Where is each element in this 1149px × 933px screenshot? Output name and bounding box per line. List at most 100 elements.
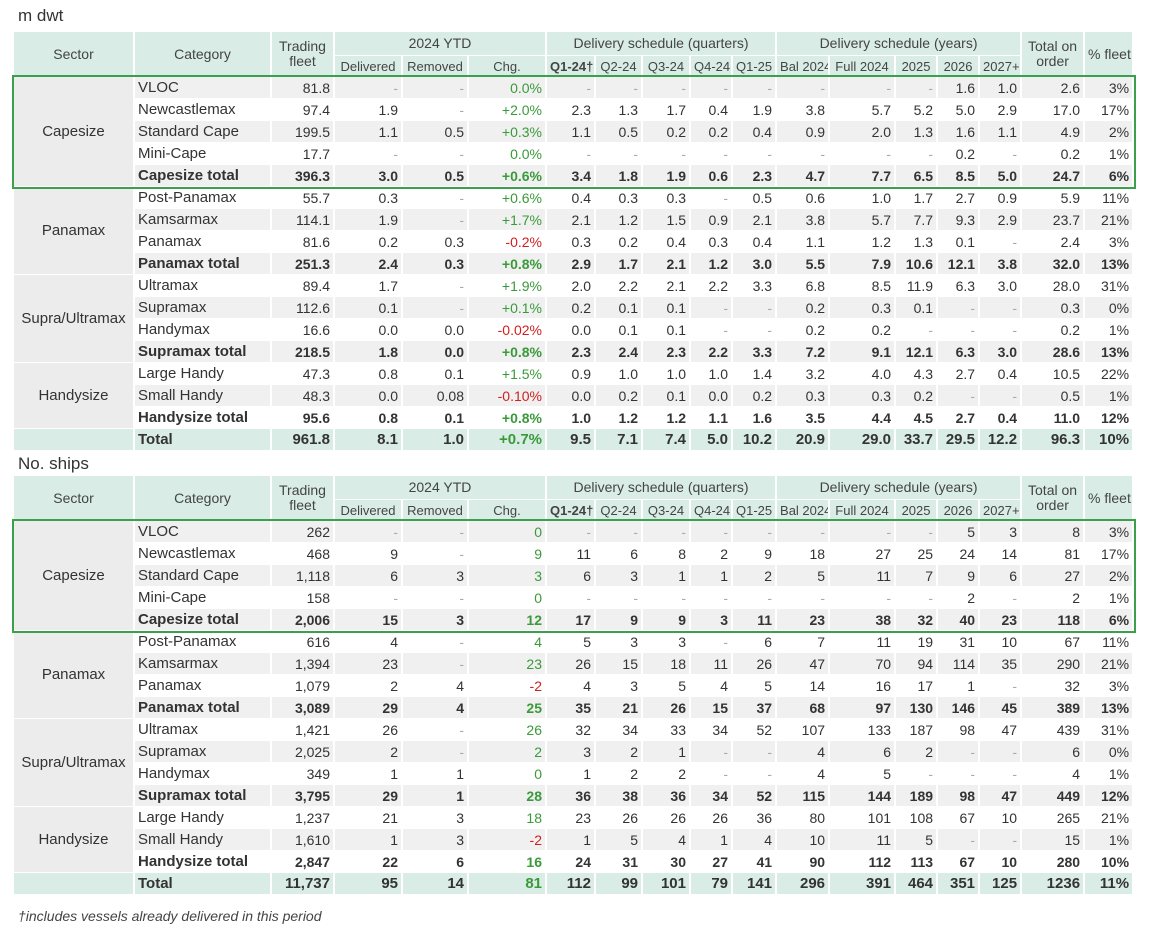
value-cell: - <box>547 143 596 165</box>
value-cell: 1 <box>403 785 469 807</box>
value-cell: 115 <box>777 785 831 807</box>
table-row: Kamsarmax 1,394 23-23 26 15 18 11 26 47 70 94 114 35… <box>14 653 1135 675</box>
value-cell: 9 <box>733 543 778 565</box>
value-cell: 0.2 <box>733 385 778 407</box>
header-cell: Removed <box>403 500 469 521</box>
value-cell: 3 <box>596 565 643 587</box>
highlight-box <box>12 519 1137 633</box>
value-cell: +0.1% <box>469 297 547 319</box>
value-cell: 0.4 <box>691 99 733 121</box>
value-cell: 0.4 <box>643 231 691 253</box>
value-cell: 0.3 <box>547 231 596 253</box>
value-cell: 11 <box>830 631 897 653</box>
value-cell: 11.9 <box>896 275 939 297</box>
header-cell: Category <box>135 32 272 77</box>
table-row: Handysize total 95.6 0.8 0.1 +0.8% 1.0 1.2 1.2 1… <box>14 407 1135 429</box>
value-cell: - <box>335 587 403 609</box>
value-cell: 23 <box>777 609 831 631</box>
value-cell: 0 <box>469 587 547 609</box>
value-cell: 2,847 <box>272 851 335 873</box>
value-cell: 12 <box>469 609 547 631</box>
header-cell: 2024 YTD <box>335 476 547 500</box>
header-cell: Q4-24 <box>691 56 733 77</box>
value-cell: 8.1 <box>335 429 403 451</box>
value-cell: 616 <box>272 631 335 653</box>
value-cell: - <box>596 77 643 99</box>
value-cell: 33 <box>643 719 691 741</box>
value-cell: - <box>403 297 469 319</box>
value-cell: 146 <box>938 697 981 719</box>
value-cell: 27 <box>830 543 897 565</box>
value-cell: 1.2 <box>830 231 897 253</box>
table-row: Mini-Cape 17.7- -0.0% - - - - - - - -0.2-0.2 1% <box>14 143 1135 165</box>
value-cell: - <box>643 77 691 99</box>
value-cell: - <box>733 297 778 319</box>
value-cell: 3 <box>403 807 469 829</box>
value-cell: 0.5 <box>596 121 643 143</box>
value-cell: 0.1 <box>403 407 469 429</box>
header-cell: Q1-24† <box>547 56 596 77</box>
table-row: Newcastlemax 468 9-9 11 6 8 2 9 18 27 25 24 14 81 17% <box>14 543 1135 565</box>
category-cell: Supramax total <box>135 785 272 807</box>
value-cell: 26 <box>547 653 596 675</box>
value-cell: 0.2 <box>691 121 733 143</box>
value-cell: 1.1 <box>691 407 733 429</box>
value-cell: 2.9 <box>547 253 596 275</box>
value-cell: 0.2 <box>777 297 831 319</box>
value-cell: -0.10% <box>469 385 547 407</box>
value-cell: 218.5 <box>272 341 335 363</box>
value-cell: 2 <box>335 675 403 697</box>
fleet-table: Sector Category Trading fleet 2024 YTD Deliv… <box>14 476 1135 895</box>
category-cell: Kamsarmax <box>135 653 272 675</box>
value-cell: 32 <box>547 719 596 741</box>
category-cell: Capesize total <box>135 165 272 187</box>
value-cell: 10% <box>1085 429 1135 451</box>
value-cell: - <box>596 587 643 609</box>
table-row: Handysize total 2,847 22 6 16 24 31 30 27 41 90 112… <box>14 851 1135 873</box>
value-cell: 48.3 <box>272 385 335 407</box>
table-row: Supramax 2,025 2-2 3 2 1- -4 6 2- -6 0% <box>14 741 1135 763</box>
value-cell: 94 <box>896 653 939 675</box>
value-cell: 0.2 <box>896 385 939 407</box>
value-cell: 199.5 <box>272 121 335 143</box>
header-cell: 2025 <box>896 56 939 77</box>
value-cell: 12% <box>1085 407 1135 429</box>
value-cell: 0.1 <box>335 297 403 319</box>
value-cell: 0.9 <box>980 187 1023 209</box>
value-cell: 3 <box>469 565 547 587</box>
value-cell: 33.7 <box>896 429 939 451</box>
value-cell: 0.0 <box>403 341 469 363</box>
value-cell: 4.9 <box>1022 121 1086 143</box>
value-cell: - <box>980 675 1023 697</box>
value-cell: 5 <box>643 675 691 697</box>
value-cell: 10.6 <box>896 253 939 275</box>
value-cell: 5 <box>896 829 939 851</box>
value-cell: 6 <box>830 741 897 763</box>
table-row: Supra/Ultramax Ultramax 1,421 26-26 32 34 33 34… <box>14 719 1135 807</box>
value-cell: - <box>938 385 981 407</box>
value-cell: 17% <box>1085 99 1135 121</box>
value-cell: 389 <box>1022 697 1086 719</box>
value-cell: 17.0 <box>1022 99 1086 121</box>
value-cell: 0 <box>469 521 547 543</box>
value-cell: 1.7 <box>896 187 939 209</box>
value-cell: 0.9 <box>547 363 596 385</box>
value-cell: - <box>896 319 939 341</box>
value-cell: 11% <box>1085 187 1135 209</box>
value-cell: 3 <box>403 609 469 631</box>
value-cell: 4 <box>691 675 733 697</box>
value-cell: -2 <box>469 675 547 697</box>
value-cell: 4 <box>403 675 469 697</box>
header-cell: 2027+ <box>980 500 1023 521</box>
value-cell: 22% <box>1085 363 1135 385</box>
value-cell: - <box>547 77 596 99</box>
value-cell: 2.1 <box>547 209 596 231</box>
highlight-box <box>12 75 1137 189</box>
value-cell: 17.7 <box>272 143 335 165</box>
value-cell: 29 <box>335 697 403 719</box>
value-cell: 29.0 <box>830 429 897 451</box>
value-cell: 468 <box>272 543 335 565</box>
value-cell: - <box>403 143 469 165</box>
value-cell: 1 <box>335 829 403 851</box>
